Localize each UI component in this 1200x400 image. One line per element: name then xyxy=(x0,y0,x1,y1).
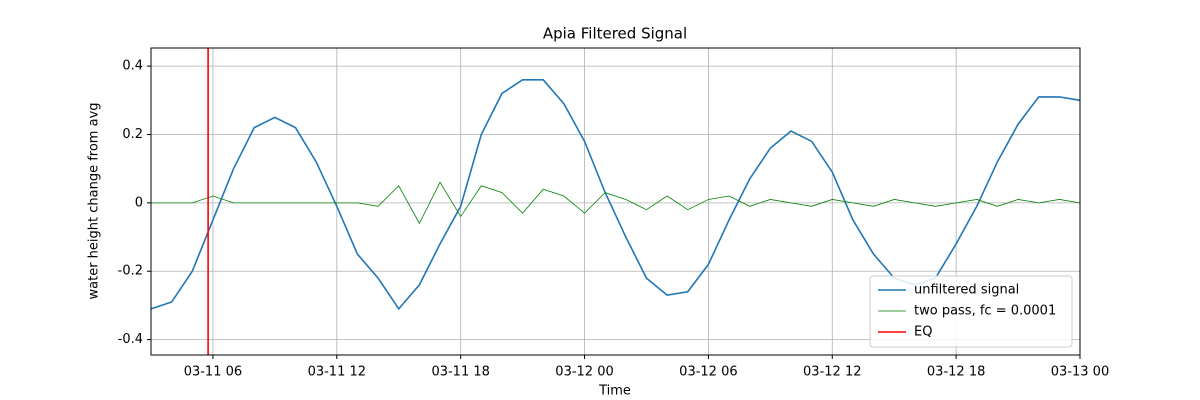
y-tick-label: -0.2 xyxy=(118,264,143,279)
series-line xyxy=(150,78,1081,311)
legend-label: unfiltered signal xyxy=(914,283,1019,298)
x-tick-label: 03-12 18 xyxy=(927,365,985,380)
y-tick-label: 0 xyxy=(135,195,143,210)
x-tick-label: 03-11 06 xyxy=(184,365,242,380)
x-tick-label: 03-12 12 xyxy=(803,365,861,380)
y-tick-label: 0.2 xyxy=(122,127,143,142)
chart-title: Apia Filtered Signal xyxy=(543,25,687,43)
x-tick-label: 03-13 00 xyxy=(1051,365,1109,380)
plot-frame xyxy=(150,47,1081,356)
legend-label: two pass, fc = 0.0001 xyxy=(914,304,1056,319)
series-line xyxy=(151,181,1081,225)
x-tick-label: 03-11 18 xyxy=(431,365,489,380)
legend-label: EQ xyxy=(914,325,932,340)
x-tick-label: 03-12 00 xyxy=(555,365,613,380)
y-axis-label: water height change from avg xyxy=(87,102,102,299)
x-tick-label: 03-11 12 xyxy=(308,365,366,380)
legend-box xyxy=(869,275,1073,348)
x-tick-label: 03-12 06 xyxy=(679,365,737,380)
y-tick-label: -0.4 xyxy=(118,332,143,347)
y-tick-label: 0.4 xyxy=(122,59,143,74)
x-axis-label: Time xyxy=(598,384,631,399)
